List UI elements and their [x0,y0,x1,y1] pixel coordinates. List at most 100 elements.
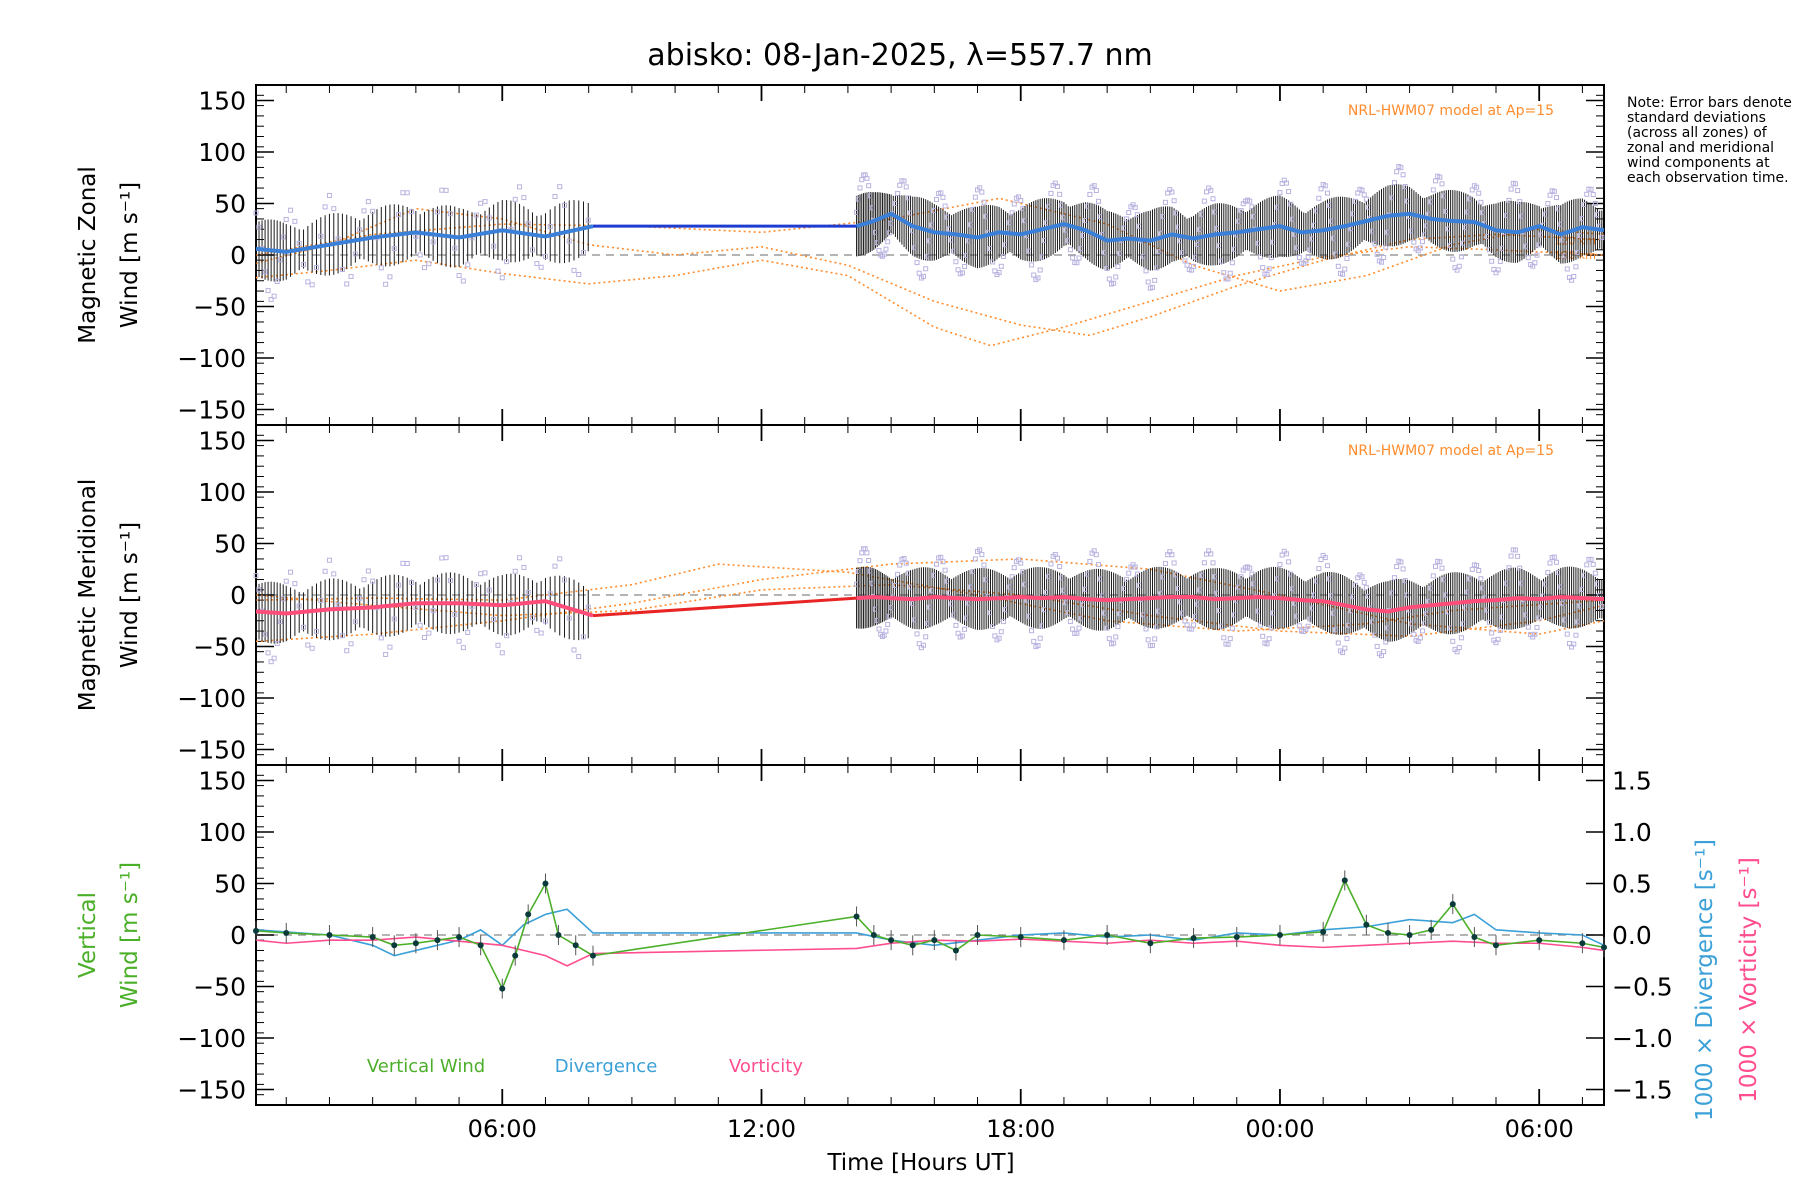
zone-sample [1532,260,1538,266]
zone-sample [265,288,271,294]
zone-sample [447,211,453,217]
y-tick-label: 0 [230,241,246,270]
zone-sample [1534,252,1540,258]
zone-sample [1359,574,1365,580]
series-line-zonal [255,224,594,254]
zone-sample [1048,190,1054,196]
zone-sample [1420,628,1426,634]
zone-sample [883,628,889,634]
zone-sample [1201,198,1207,204]
zone-sample [434,577,440,583]
zone-sample [1420,239,1426,245]
zone-sample [283,578,289,584]
zone-sample [439,187,445,193]
zone-sample [962,263,968,269]
zone-sample [1322,555,1328,561]
zone-sample [417,622,423,628]
y-tick-label: −150 [177,736,246,765]
zone-sample [1599,234,1605,240]
zone-sample [1458,254,1464,260]
zone-sample [1592,200,1598,206]
zone-sample [387,274,393,280]
vertical-wind-point [326,932,333,938]
zone-sample [1091,183,1097,189]
zone-sample [1478,576,1484,582]
vertical-wind-point [1147,940,1154,947]
vertical-wind-point [477,942,484,949]
zone-sample [1238,574,1244,580]
zone-sample [903,184,909,190]
zone-sample [881,251,887,257]
zone-sample [296,240,302,246]
zone-sample [1469,187,1475,193]
model-label: NRL-HWM07 model at Ap=15 [1348,103,1554,119]
zone-sample [1433,563,1438,569]
zone-sample [1096,198,1101,204]
zone-sample [1316,195,1322,201]
zone-sample [1456,645,1462,651]
zone-sample [256,224,262,230]
zone-sample [495,642,501,648]
vertical-wind-point [1320,928,1327,935]
zone-sample [253,210,259,216]
zone-sample [1324,563,1330,569]
zone-sample [542,253,548,259]
zone-sample [365,568,371,574]
zone-sample [265,650,271,656]
legend-entry: Vorticity [729,1056,803,1077]
x-tick-label: 06:00 [468,1115,537,1143]
vertical-wind-point [1104,932,1111,938]
zone-sample [512,196,518,202]
zone-sample [391,616,397,622]
zone-sample [1029,628,1035,634]
zone-sample [1266,266,1272,272]
zone-sample [903,560,909,566]
y-tick-label: 50 [214,529,246,558]
zone-sample [344,648,350,654]
zone-sample [534,627,540,633]
zone-sample [262,269,268,275]
zone-sample [1545,201,1551,207]
zone-sample [1076,625,1082,631]
zone-sample [1221,635,1227,641]
vertical-wind-point [1276,932,1283,938]
zone-sample [962,626,968,632]
zone-sample [576,654,582,660]
zone-sample [331,206,337,212]
zone-sample [547,591,553,597]
y-tick-label: 50 [214,189,246,218]
zone-sample [1210,196,1216,202]
zone-sample [1111,640,1117,646]
zone-sample [1456,263,1462,269]
zone-sample [443,187,449,193]
zone-sample [940,194,946,200]
zone-sample [953,259,959,265]
zone-sample [318,233,324,239]
y-tick-label: −50 [193,973,246,1002]
vertical-wind-point [1406,932,1413,938]
zone-sample [876,247,882,253]
zone-sample [895,571,901,577]
zone-sample [473,582,479,588]
zone-sample [1286,559,1292,565]
zone-sample [1277,190,1283,196]
zone-sample [1474,562,1480,568]
zone-sample [1437,174,1443,180]
zone-sample [1018,560,1024,566]
zone-sample [1067,247,1073,253]
zone-sample [400,560,406,566]
zone-sample [1201,560,1207,566]
zone-sample [396,582,402,588]
zone-sample [378,265,384,271]
zone-sample [478,200,484,206]
y-tick-label: −100 [177,1024,246,1053]
x-tick-label: 00:00 [1245,1115,1314,1143]
zone-sample [1590,192,1596,198]
zone-sample [557,184,563,190]
zone-sample [1152,277,1158,283]
zone-sample [547,224,553,230]
y-tick-label: 50 [214,869,246,898]
zone-sample [921,273,927,279]
zone-sample [1169,552,1175,558]
y-tick-label: −150 [177,396,246,425]
